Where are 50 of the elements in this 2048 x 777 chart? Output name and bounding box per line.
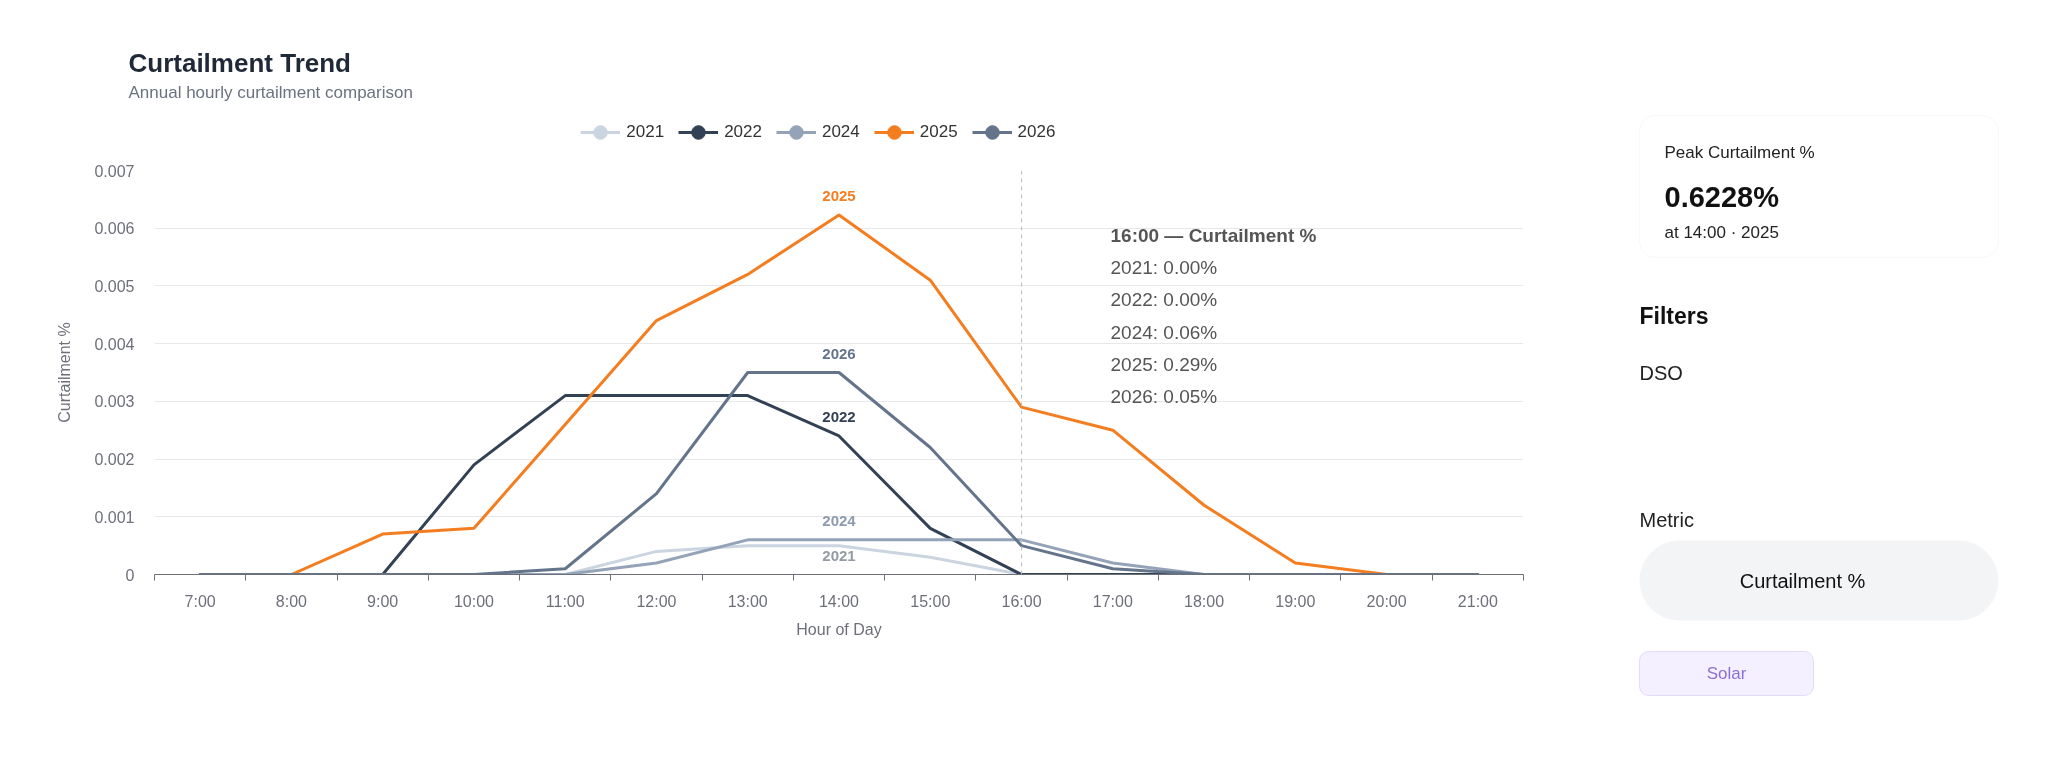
chart-subtitle: Annual hourly curtailment comparison — [128, 83, 413, 102]
legend-label: 2024 — [821, 122, 860, 142]
annotation: 2024: 0.06% — [1110, 321, 1218, 343]
x-tick-label: 20:00 — [1366, 592, 1407, 610]
annotation: 2022 — [822, 407, 856, 425]
text: at 14:00 · 2025 — [1664, 223, 1779, 242]
text: Filters — [1639, 302, 1709, 329]
y-axis-title: Curtailment % — [56, 322, 74, 423]
text: Curtailment % — [1739, 569, 1866, 592]
text: Metric — [1639, 508, 1694, 531]
y-tick-label: 0.002 — [94, 451, 135, 469]
x-tick-label: 17:00 — [1092, 592, 1133, 610]
x-tick-label: 9:00 — [367, 592, 399, 610]
y-tick-label: 0.001 — [94, 508, 135, 526]
x-tick-label: 18:00 — [1184, 592, 1225, 610]
text: DSO — [1639, 361, 1683, 384]
x-tick-label: 21:00 — [1457, 592, 1498, 610]
legend-label: 2021 — [626, 122, 665, 142]
legend-label: 2026 — [1017, 122, 1056, 142]
chart-title: Curtailment Trend — [128, 47, 351, 78]
text: Peak Curtailment % — [1664, 143, 1815, 162]
x-tick-label: 8:00 — [275, 592, 308, 610]
y-tick-label: 0.004 — [94, 335, 135, 353]
annotation: 2025 — [822, 187, 856, 205]
x-tick-label: 10:00 — [453, 592, 495, 610]
legend-label: 2022 — [724, 122, 762, 142]
text: Solar — [1706, 664, 1747, 683]
annotation: 2022: 0.00% — [1110, 289, 1218, 311]
x-tick-label: 15:00 — [910, 592, 951, 610]
annotation: 2026: 0.05% — [1110, 386, 1218, 407]
y-tick-label: 0.003 — [94, 393, 135, 411]
x-tick-label: 7:00 — [184, 592, 216, 610]
y-tick-label: 0 — [125, 566, 135, 584]
text: 0.6228% — [1664, 180, 1780, 213]
y-tick-label: 0.005 — [94, 277, 135, 295]
x-tick-label: 13:00 — [727, 592, 768, 610]
legend-label: 2025 — [919, 122, 958, 142]
y-tick-label: 0.006 — [94, 220, 135, 238]
annotation: 2026 — [822, 344, 856, 362]
annotation: 2024 — [822, 511, 857, 529]
annotation: 16:00 — Curtailment % — [1110, 225, 1317, 246]
x-axis-title: Hour of Day — [796, 620, 882, 638]
x-tick-label: 11:00 — [545, 592, 585, 610]
x-tick-label: 16:00 — [1001, 592, 1042, 610]
x-tick-label: 14:00 — [818, 592, 860, 610]
annotation: 2021: 0.00% — [1110, 257, 1218, 279]
x-tick-label: 12:00 — [636, 592, 677, 610]
y-tick-label: 0.007 — [94, 162, 135, 180]
annotation: 2025: 0.29% — [1110, 353, 1218, 375]
x-tick-label: 19:00 — [1275, 592, 1316, 610]
